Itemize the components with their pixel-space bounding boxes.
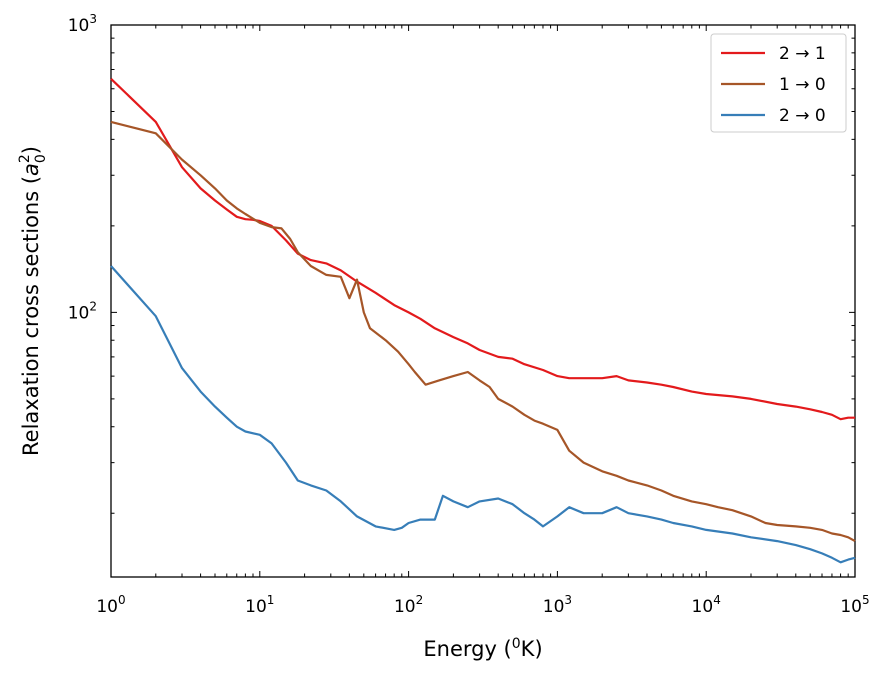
y-tick-label-1: 103 <box>68 12 97 36</box>
series-line-2 <box>110 265 856 564</box>
ticks-layer: 100 101 102 103 104 105 102 103 <box>68 12 870 617</box>
x-tick-label-2: 102 <box>394 593 423 617</box>
legend-box <box>710 33 847 133</box>
y-tick-label-0: 102 <box>68 299 97 323</box>
legend-label-1: 1 → 0 <box>779 75 826 95</box>
x-axis-title: Energy (0K) <box>423 636 542 661</box>
x-tick-label-3: 103 <box>543 593 572 617</box>
legend-items: 2 → 1 1 → 0 2 → 0 <box>721 44 826 126</box>
legend-label-0: 2 → 1 <box>779 44 826 64</box>
legend-label-2: 2 → 0 <box>779 106 826 126</box>
series-line-1 <box>110 120 856 543</box>
x-tick-label-1: 101 <box>245 593 274 617</box>
x-tick-label-0: 100 <box>96 593 125 617</box>
x-tick-label-5: 105 <box>840 593 869 617</box>
series-layer <box>110 78 856 564</box>
x-tick-label-4: 104 <box>692 593 721 617</box>
legend: 2 → 1 1 → 0 2 → 0 <box>710 33 847 133</box>
y-axis-title: Relaxation cross sections (a20) <box>17 146 49 456</box>
